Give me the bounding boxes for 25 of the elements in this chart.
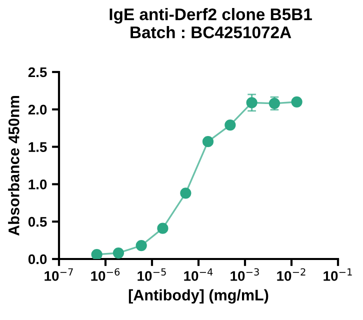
point <box>180 188 192 199</box>
point <box>112 247 124 259</box>
chart-title: IgE anti-Derf2 clone B5B1 Batch : BC4251072A <box>110 8 312 38</box>
x-tick-label: 10$^{−1}$ <box>324 268 352 281</box>
point <box>136 240 147 252</box>
x-tick-label: 10$^{−5}$ <box>138 268 166 281</box>
y-tick-label: 0.0 <box>28 254 47 264</box>
x-axis-title: [Antibody] (mg/mL) <box>128 289 268 304</box>
x-tick-label: 10$^{−6}$ <box>91 268 120 281</box>
x-tick-label: 10$^{−7}$ <box>44 268 73 281</box>
y-tick-label: 2.5 <box>28 67 47 78</box>
point <box>202 136 214 148</box>
y-tick-label: 1.5 <box>28 142 47 152</box>
y-tick-label: 1.0 <box>28 180 47 190</box>
point <box>224 120 236 131</box>
y-tick-label: 2.0 <box>28 104 47 115</box>
x-tick-label: 10$^{−2}$ <box>277 268 306 281</box>
point <box>91 248 102 259</box>
y-tick-label: 0.5 <box>28 216 47 227</box>
point <box>291 96 302 108</box>
y-axis-title: Absorbance 450nm <box>8 96 20 236</box>
point <box>246 97 258 108</box>
x-tick-label: 10$^{−3}$ <box>230 268 259 281</box>
point <box>157 222 168 234</box>
x-tick-label: 10$^{−4}$ <box>184 268 213 281</box>
